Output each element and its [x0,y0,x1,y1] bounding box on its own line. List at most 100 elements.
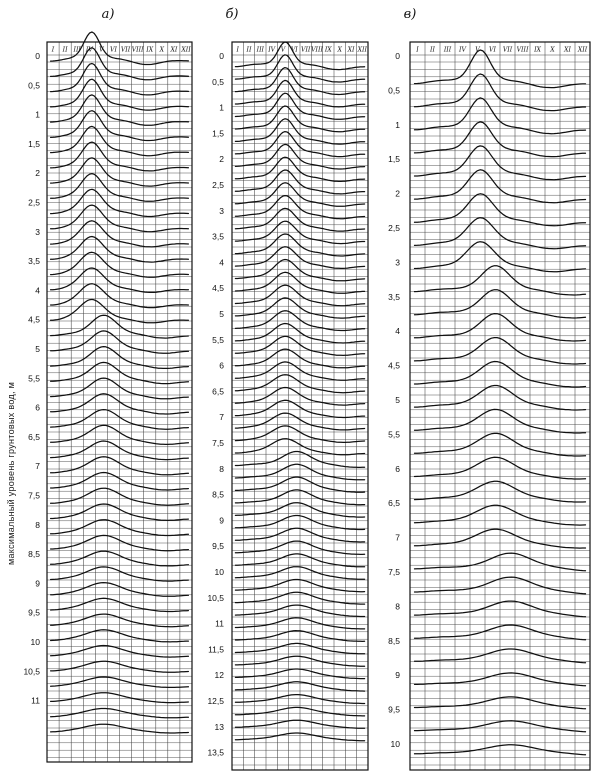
hydrograph-curve [234,489,366,506]
hydrograph-curve [413,241,587,273]
month-label: XI [347,47,355,54]
hydrograph-curve [234,693,366,705]
hydrograph-curve [413,624,587,641]
hydrograph-curve [49,188,190,218]
hydrograph-curve [234,143,366,170]
y-tick-label: 8 [35,520,40,530]
hydrograph-curve [234,284,366,307]
y-tick-label: 7 [219,412,224,422]
y-tick-label: 2 [35,168,40,178]
hydrograph-curve [234,399,366,419]
y-tick-label: 1 [395,120,400,130]
hydrograph-curve [49,330,190,354]
y-tick-label: 3 [219,206,224,216]
hydrograph-curve [49,267,190,294]
y-tick-label: 10,5 [207,593,224,603]
hydrograph-curve [49,534,190,552]
y-tick-label: 6,5 [212,386,224,396]
hydrograph-curve [413,480,587,503]
hydrograph-curve [49,456,190,476]
hydrograph-curve [234,566,366,580]
hydrograph-curve [234,706,366,717]
hydrograph-curve [49,220,190,248]
hydrograph-curve [413,648,587,664]
y-tick-label: 8,5 [388,636,400,646]
hydrograph-curve [413,672,587,687]
hydrograph-curve [413,169,587,204]
y-tick-label: 4 [219,257,224,267]
hydrograph-curve [234,310,366,332]
hydrograph-curve [49,487,190,506]
hydrograph-curve [49,519,190,537]
month-label: I [235,47,239,54]
month-label: I [51,47,55,54]
y-tick-label: 10,5 [23,666,40,676]
y-tick-label: 3,5 [28,256,40,266]
month-label: VIII [311,47,323,54]
y-tick-label: 4 [395,326,400,336]
month-label: VIII [517,47,529,54]
hydrograph-curve [413,384,587,411]
hydrograph-curve [413,744,587,756]
hydrograph-curve [413,193,587,227]
panel-frame [46,41,193,763]
hydrograph-curve [413,145,587,181]
hydrograph-curve [234,438,366,456]
y-tick-label: 2 [219,154,224,164]
month-label: III [443,47,452,54]
hydrograph-curve [234,92,366,120]
hydrograph-curve [49,629,190,643]
y-tick-label: 11 [215,619,224,629]
hydrograph-curve [234,412,366,431]
hydrograph-curve [234,476,366,493]
hydrograph-curve [413,552,587,572]
hydrograph-curve [49,141,190,172]
hydrograph-curve [49,377,190,400]
hydrograph-curve [49,345,190,370]
hydrograph-curve [234,271,366,294]
hydrograph-curve [234,681,366,692]
y-tick-label: 0,5 [28,80,40,90]
y-tick-label: 1,5 [388,154,400,164]
month-label: III [256,47,265,54]
hydrograph-curve [234,386,366,406]
hydrograph-curve [49,471,190,491]
panel-label-a: а) [102,7,115,22]
hydrograph-curve [234,130,366,158]
hydrograph-curve [413,217,587,250]
month-label: VIII [132,47,144,54]
y-tick-label: 7,5 [28,491,40,501]
panel-label-c: в) [404,7,417,22]
y-tick-label: 8,5 [212,490,224,500]
month-label: II [62,47,68,54]
month-label: IV [267,47,275,54]
hydrograph-curve [413,408,587,434]
y-tick-label: 1 [35,110,40,120]
y-tick-label: 2 [395,189,400,199]
month-label: VII [121,47,131,54]
month-label: IV [458,47,466,54]
y-tick-label: 11 [31,696,40,706]
hydrograph-curve [234,374,366,394]
hydrograph-curve [49,503,190,522]
panel-frame [231,41,369,771]
y-tick-label: 6,5 [388,498,400,508]
hydrograph-curve [49,361,190,385]
month-label: X [549,47,555,54]
month-label: II [246,47,252,54]
month-label: VI [489,47,496,54]
y-tick-label: 12 [215,670,225,680]
y-tick-label: 4 [35,285,40,295]
y-tick-label: 6,5 [28,432,40,442]
hydrograph-curve [413,432,587,457]
hydrograph-curve [49,125,190,157]
month-label: XII [357,47,368,54]
hydrograph-curve [234,591,366,605]
y-tick-label: 5 [395,395,400,405]
hydrograph-curve [49,314,190,339]
y-tick-label: 7,5 [388,567,400,577]
month-label: IX [533,47,541,54]
hydrograph-curve [234,233,366,257]
y-tick-label: 8,5 [28,549,40,559]
